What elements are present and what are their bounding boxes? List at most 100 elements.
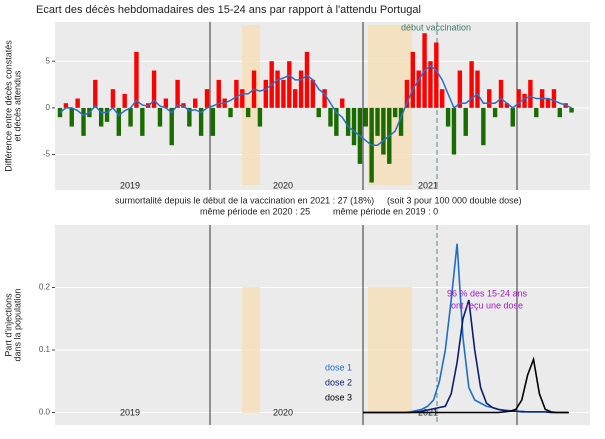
shaded-period <box>368 287 412 413</box>
bar <box>63 103 69 108</box>
bar <box>298 70 304 108</box>
bar <box>475 70 480 108</box>
bar <box>210 107 216 136</box>
bar <box>363 107 368 127</box>
bar <box>198 107 204 136</box>
dose-line <box>363 356 569 414</box>
year-label: 2021 <box>418 180 438 190</box>
bar <box>104 107 110 122</box>
bar <box>81 107 86 136</box>
bar <box>69 107 74 127</box>
bar <box>551 89 557 108</box>
bar <box>304 51 310 108</box>
bar <box>187 107 192 127</box>
legend-label: dose 3 <box>325 392 352 402</box>
bar <box>451 107 457 155</box>
vaccination-label: début vaccination <box>401 22 471 32</box>
bar <box>398 107 404 136</box>
year-label: 2020 <box>273 407 293 417</box>
bar <box>375 107 380 136</box>
y-axis-label: dans la population <box>12 288 22 361</box>
bar <box>134 51 139 108</box>
bar <box>510 107 515 127</box>
bar <box>98 107 104 127</box>
bar <box>175 79 180 108</box>
legend-label: dose 1 <box>325 362 352 372</box>
bar <box>469 61 474 108</box>
bar <box>245 107 251 118</box>
shaded-period <box>242 287 260 413</box>
bar <box>316 107 321 118</box>
bar <box>128 107 133 127</box>
bar <box>334 107 339 136</box>
bar <box>492 107 498 118</box>
bar <box>328 107 333 127</box>
bar <box>392 107 398 118</box>
bar <box>169 107 174 146</box>
bar <box>545 98 551 108</box>
bar <box>140 107 145 136</box>
plot-background <box>55 225 590 425</box>
y-axis-label: et décès attendus <box>12 70 22 142</box>
y-axis-label: Différence entre décès constatés <box>3 40 13 172</box>
bar <box>216 79 221 108</box>
year-label: 2019 <box>120 180 140 190</box>
bar <box>434 42 439 108</box>
y-tick-label: -5 <box>43 150 51 159</box>
bar <box>457 70 463 108</box>
y-tick-label: 0.1 <box>39 345 51 354</box>
shaded-period <box>242 25 260 185</box>
bar <box>75 98 80 108</box>
bar <box>381 107 386 155</box>
bar <box>522 93 527 108</box>
bar <box>157 107 163 127</box>
bar <box>557 107 562 118</box>
bar <box>116 107 121 136</box>
coverage-note: 96 % des 15-24 ans <box>447 288 528 298</box>
bar <box>569 107 574 113</box>
bar <box>340 98 345 108</box>
bar <box>263 79 268 108</box>
bar <box>151 70 157 108</box>
note: (soit 3 pour 100 000 double dose) <box>387 195 522 205</box>
note: surmortalité depuis le début de la vacci… <box>115 195 374 205</box>
y-tick-label: 0.2 <box>39 283 51 292</box>
bar <box>57 107 63 118</box>
bar <box>110 89 116 108</box>
bar <box>463 107 468 136</box>
bar <box>193 98 198 108</box>
bar <box>345 107 351 136</box>
note: même période en 2019 : 0 <box>333 206 438 216</box>
bar <box>351 107 357 146</box>
bar <box>204 89 210 108</box>
y-tick-label: 5 <box>46 56 51 65</box>
note: même période en 2020 : 25 <box>200 206 310 216</box>
bar <box>322 89 327 108</box>
bar <box>404 79 410 108</box>
bar <box>122 93 127 108</box>
bar <box>534 107 539 118</box>
year-label: 2020 <box>273 180 293 190</box>
bar <box>234 79 239 108</box>
bar <box>281 79 286 108</box>
bar <box>440 89 445 108</box>
bar <box>498 79 504 108</box>
trend-line <box>59 64 572 146</box>
y-tick-label: 0.0 <box>39 408 51 417</box>
bar <box>240 89 245 108</box>
bar <box>481 107 486 146</box>
y-axis-label: Part d'injections <box>3 293 13 357</box>
bar <box>310 79 316 108</box>
bar <box>416 70 421 108</box>
coverage-note: ont reçu une dose <box>451 300 523 310</box>
bar <box>428 61 433 108</box>
bar <box>445 107 451 127</box>
bar <box>228 107 233 118</box>
bar <box>410 51 415 108</box>
bar <box>528 79 533 108</box>
bar <box>163 98 169 108</box>
bar <box>257 107 263 127</box>
y-tick-label: 0 <box>46 103 51 112</box>
legend-label: dose 2 <box>325 377 352 387</box>
